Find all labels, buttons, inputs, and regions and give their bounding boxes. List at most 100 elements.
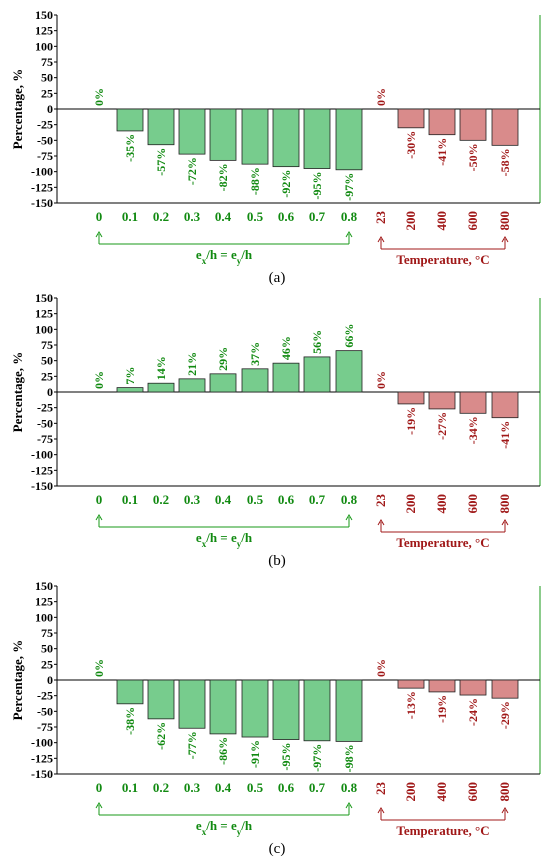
x-tick-label: 0.5 (247, 492, 264, 507)
bar (303, 356, 331, 393)
bar (397, 108, 425, 129)
data-label: -19% (435, 695, 449, 723)
group-label: Temperature, °C (396, 535, 489, 550)
bar (116, 679, 144, 705)
y-tick-label: -25 (37, 689, 53, 703)
bar (459, 391, 487, 414)
data-label: -13% (404, 691, 418, 719)
y-tick-label: 150 (35, 8, 53, 22)
data-label: -19% (404, 407, 418, 435)
bar (335, 350, 363, 393)
data-label: -57% (154, 148, 168, 176)
bar (491, 108, 519, 146)
group-bracket-eccentricity: ex/h = ey/h (95, 231, 353, 266)
y-tick-label: 50 (41, 642, 53, 656)
data-label: -41% (498, 421, 512, 449)
data-label: 0% (92, 371, 106, 389)
y-tick-label: -50 (37, 704, 53, 718)
y-axis-label: Percentage, % (10, 352, 25, 433)
y-tick-label: 75 (41, 626, 53, 640)
bar (241, 679, 269, 738)
data-label: -24% (466, 698, 480, 726)
data-label: -98% (342, 744, 356, 772)
x-tick-label: 0.7 (309, 209, 326, 224)
bar (428, 679, 456, 693)
x-tick-label: 200 (403, 211, 418, 231)
x-tick-label: 0.6 (278, 780, 295, 795)
x-tick-label: 800 (497, 494, 512, 514)
x-tick-label: 0.2 (153, 492, 169, 507)
data-label: -35% (123, 134, 137, 162)
data-label: -29% (498, 701, 512, 729)
group-bracket-temperature: Temperature, °C (377, 807, 509, 838)
data-label: 0% (92, 88, 106, 106)
bar (209, 108, 237, 161)
y-tick-label: 25 (41, 86, 53, 100)
data-label: -72% (185, 157, 199, 185)
y-axis-label: Percentage, % (10, 69, 25, 150)
bar (116, 108, 144, 132)
data-label: -91% (248, 740, 262, 768)
panel-caption: (b) (268, 553, 286, 569)
y-tick-label: -50 (37, 416, 53, 430)
x-tick-label: 600 (465, 782, 480, 802)
bar (459, 679, 487, 696)
panel-caption: (a) (269, 270, 286, 286)
bar (178, 679, 206, 729)
x-tick-label: 0.2 (153, 209, 169, 224)
bar (241, 368, 269, 393)
bar (459, 108, 487, 141)
x-tick-label: 0.8 (341, 780, 358, 795)
x-tick-label: 400 (434, 211, 449, 231)
y-tick-label: -125 (31, 751, 53, 765)
data-label: -34% (466, 416, 480, 444)
x-tick-label: 0.4 (215, 780, 232, 795)
data-label: 0% (374, 88, 388, 106)
bar (147, 108, 175, 146)
y-tick-label: 25 (41, 369, 53, 383)
x-tick-label: 600 (465, 211, 480, 231)
y-tick-label: 50 (41, 71, 53, 85)
x-tick-label: 0.3 (184, 209, 201, 224)
y-tick-label: 150 (35, 291, 53, 305)
y-tick-label: -125 (31, 463, 53, 477)
arrow-head (501, 519, 509, 526)
data-label: -41% (435, 138, 449, 166)
x-tick-label: 0.7 (309, 780, 326, 795)
data-label: 66% (342, 324, 356, 348)
data-label: 56% (310, 330, 324, 354)
x-tick-label: 0.6 (278, 209, 295, 224)
bar (428, 108, 456, 136)
y-tick-label: 100 (35, 322, 53, 336)
y-tick-label: 100 (35, 39, 53, 53)
x-tick-label: 0.3 (184, 492, 201, 507)
data-label: 0% (374, 659, 388, 677)
bar (147, 382, 175, 393)
y-tick-label: -25 (37, 118, 53, 132)
arrow-head (377, 519, 385, 526)
y-tick-label: 125 (35, 24, 53, 38)
x-tick-label: 23 (373, 494, 388, 508)
bar (303, 679, 331, 742)
x-tick-label: 0.2 (153, 780, 169, 795)
y-tick-label: 25 (41, 657, 53, 671)
y-tick-label: 0 (47, 102, 53, 116)
arrow-head (377, 807, 385, 814)
data-label: -86% (216, 737, 230, 765)
x-tick-label: 400 (434, 494, 449, 514)
data-label: -27% (435, 412, 449, 440)
group-label: ex/h = ey/h (196, 247, 253, 266)
data-label: -92% (279, 170, 293, 198)
bar (272, 679, 300, 740)
data-label: -95% (279, 743, 293, 771)
group-label: ex/h = ey/h (196, 530, 253, 549)
arrow-head (501, 236, 509, 243)
bar (397, 391, 425, 405)
x-tick-label: 800 (497, 211, 512, 231)
y-tick-label: 75 (41, 338, 53, 352)
x-tick-label: 0 (96, 780, 103, 795)
y-tick-label: -75 (37, 432, 53, 446)
